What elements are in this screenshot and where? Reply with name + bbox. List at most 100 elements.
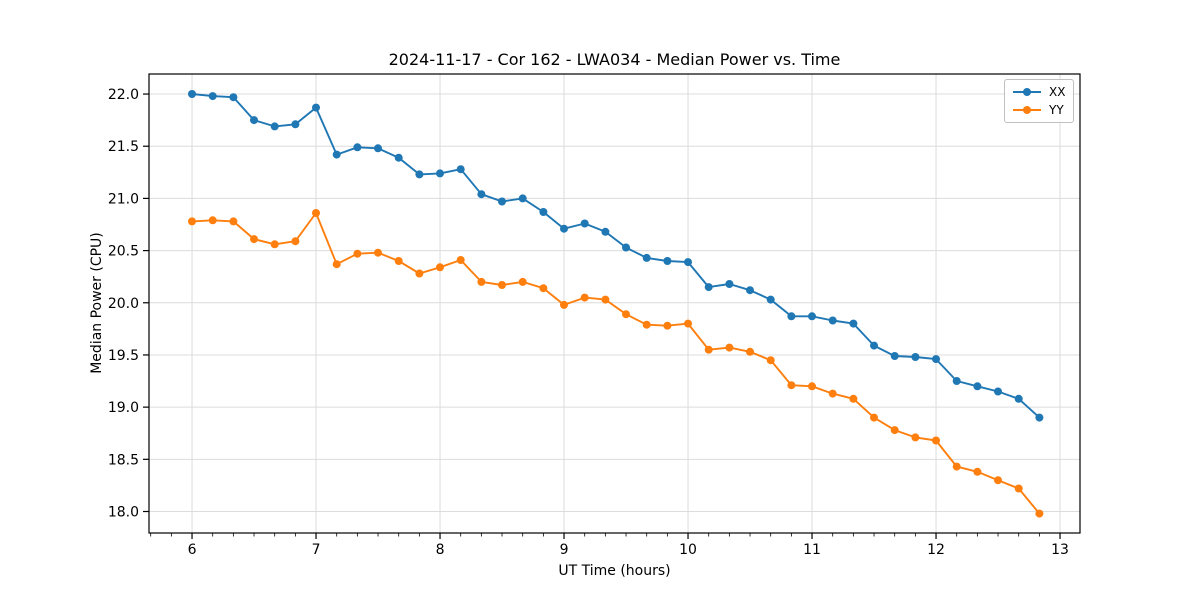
data-point-marker-yy [374,248,382,257]
data-point-marker-xx [518,194,527,203]
data-point-marker-yy [725,343,734,352]
data-point-marker-yy [704,345,713,354]
data-point-marker-xx [477,190,486,199]
data-point-marker-yy [684,319,692,328]
data-point-marker-yy [415,269,424,278]
data-point-marker-yy [498,281,506,289]
data-point-marker-yy [291,237,300,246]
data-point-marker-yy [932,436,940,445]
data-point-marker-xx [498,197,506,206]
data-point-marker-xx [312,103,320,112]
data-point-marker-xx [436,169,444,178]
data-point-marker-xx [808,312,816,321]
data-point-marker-xx [208,92,217,101]
data-point-marker-xx [456,165,465,174]
y-tick-label: 20.5 [108,244,139,260]
data-point-marker-xx [684,258,692,267]
data-point-marker-yy [890,426,899,435]
data-point-marker-yy [436,263,444,272]
data-point-marker-yy [394,257,403,265]
data-point-marker-xx [394,153,403,162]
data-point-marker-yy [952,462,961,471]
legend-line-sample-xx [1013,88,1041,97]
data-point-marker-xx [415,170,424,179]
x-tick-label: 11 [803,542,821,558]
data-point-marker-xx [994,387,1002,396]
data-point-marker-yy [849,394,858,403]
data-point-marker-xx [539,208,548,216]
data-point-marker-yy [560,300,568,309]
data-point-marker-xx [973,382,982,391]
y-tick-label: 19.5 [108,348,139,364]
data-point-marker-xx [663,257,672,265]
y-axis-label: Median Power (CPU) [89,232,105,374]
data-point-marker-yy [642,320,651,329]
data-point-marker-yy [911,433,920,442]
data-point-marker-yy [973,467,982,476]
data-point-marker-xx [1035,413,1044,422]
data-point-marker-xx [704,283,713,292]
data-point-marker-yy [1014,484,1023,493]
data-point-marker-yy [766,356,775,365]
data-point-marker-xx [601,227,610,236]
data-point-marker-xx [332,150,341,159]
data-point-marker-yy [332,260,341,269]
data-point-marker-xx [291,120,300,129]
data-point-marker-yy [312,209,320,217]
data-point-marker-yy [353,249,362,258]
data-point-marker-yy [622,310,630,319]
data-point-marker-xx [560,224,568,233]
data-point-marker-xx [622,243,630,252]
data-point-marker-yy [601,295,610,304]
data-point-marker-yy [994,476,1002,485]
data-point-marker-yy [518,277,527,286]
data-point-marker-xx [787,312,796,321]
y-tick-label: 19.0 [108,400,139,416]
chart-title: 2024-11-17 - Cor 162 - LWA034 - Median P… [388,50,841,69]
data-point-marker-yy [1035,509,1044,518]
y-tick-label: 18.0 [108,505,139,521]
data-point-marker-xx [270,122,279,131]
data-point-marker-xx [911,353,920,361]
data-point-marker-yy [580,293,589,302]
data-point-marker-yy [663,321,672,330]
data-point-marker-xx [374,144,382,153]
y-tick-label: 22.0 [108,87,139,103]
data-point-marker-xx [952,377,961,385]
data-point-marker-xx [828,316,837,325]
data-point-marker-yy [808,382,816,391]
series-line-xx [191,93,1041,419]
data-point-marker-xx [229,93,238,102]
axes-spines [148,73,1081,534]
x-axis-label: UT Time (hours) [558,563,671,579]
legend-marker-yy [1023,105,1031,114]
legend-marker-xx [1023,88,1031,97]
data-point-marker-xx [746,286,754,295]
legend-item-yy: YY [1012,104,1073,116]
x-tick-label: 7 [312,542,321,558]
data-point-marker-xx [849,319,858,328]
x-tick-label: 9 [560,542,569,558]
data-point-marker-xx [353,143,362,152]
legend-label: YY [1049,102,1064,117]
data-point-marker-xx [1014,394,1023,403]
legend-line-sample-yy [1013,105,1041,114]
y-tick-label: 18.5 [108,452,139,468]
data-point-marker-xx [725,280,734,288]
y-tick-label: 21.5 [108,139,139,155]
data-point-marker-xx [642,253,651,262]
data-point-marker-yy [456,256,465,264]
data-point-marker-xx [890,352,899,360]
data-point-marker-yy [828,389,837,398]
x-tick-label: 13 [1051,542,1069,558]
data-point-marker-yy [870,413,878,422]
data-point-marker-xx [870,341,878,350]
data-point-marker-xx [250,116,258,125]
legend-item-xx: XX [1012,86,1073,98]
data-point-marker-yy [539,284,548,293]
data-point-marker-yy [477,277,486,286]
x-tick-label: 6 [188,542,197,558]
data-point-marker-yy [250,235,258,244]
data-point-marker-yy [787,381,796,390]
